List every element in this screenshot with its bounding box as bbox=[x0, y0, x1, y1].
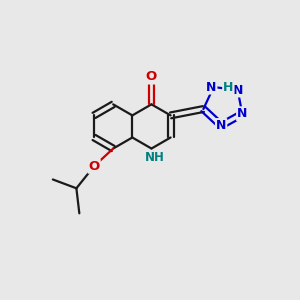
Text: NH: NH bbox=[145, 151, 164, 164]
Text: N: N bbox=[232, 83, 243, 97]
Text: O: O bbox=[146, 70, 157, 83]
Text: N: N bbox=[237, 107, 247, 120]
Text: N: N bbox=[206, 81, 216, 94]
Text: N: N bbox=[216, 119, 226, 132]
Text: H: H bbox=[223, 81, 233, 94]
Text: O: O bbox=[88, 160, 100, 173]
